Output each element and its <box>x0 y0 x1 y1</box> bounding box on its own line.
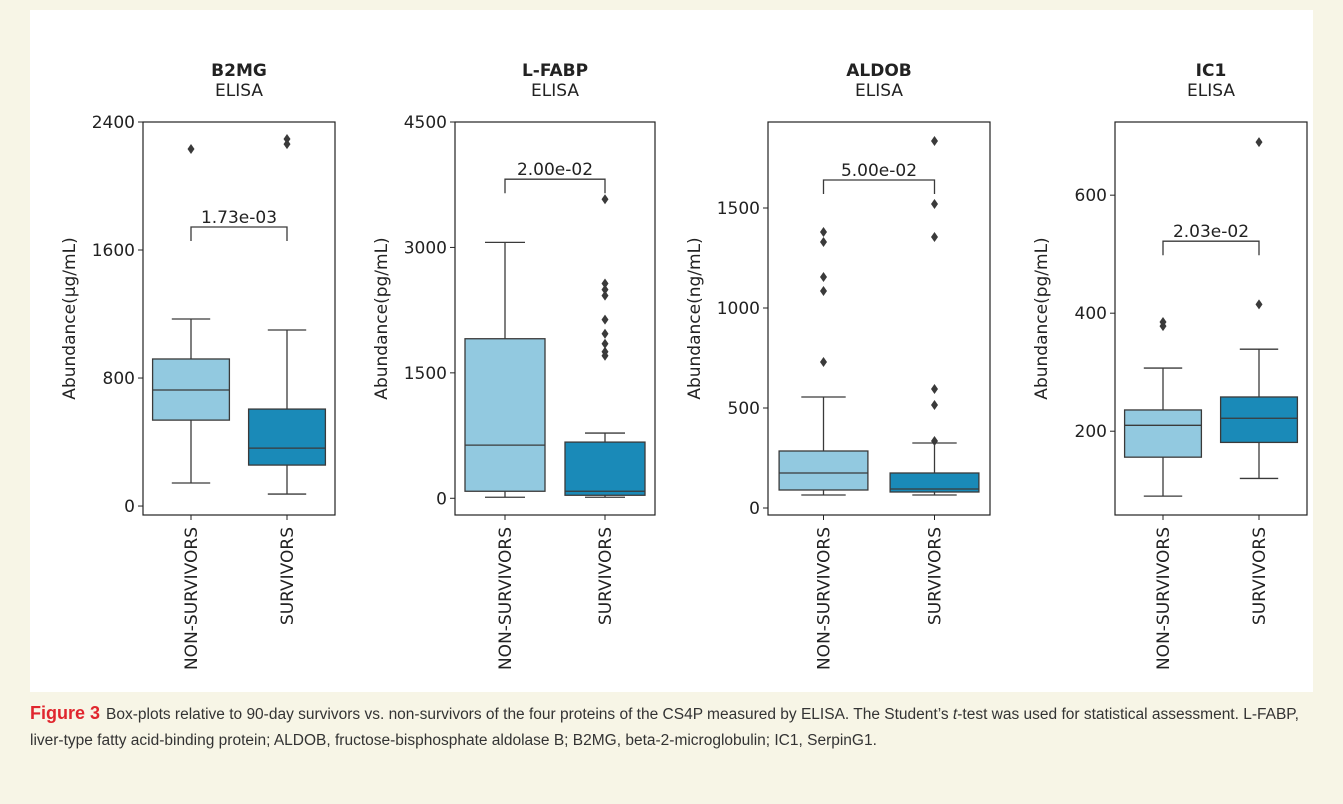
significance-bracket <box>1162 240 1260 256</box>
outlier <box>931 384 938 394</box>
caption: Figure 3 Box-plots relative to 90-day sur… <box>30 700 1320 754</box>
y-tick-label: 1500 <box>404 364 447 384</box>
plot-frame <box>454 121 656 516</box>
y-axis-label: Abundance(pg/mL) <box>1032 237 1052 399</box>
x-tick-label: SURVIVORS <box>926 527 946 625</box>
outlier <box>601 314 609 325</box>
outlier <box>931 136 938 146</box>
plot-frame <box>1114 121 1308 516</box>
panel-subtitle: ELISA <box>531 81 579 101</box>
y-tick-label: 1000 <box>717 299 760 319</box>
panel-title: ALDOB <box>846 61 912 81</box>
caption-text: -test was used for statistical assessmen… <box>30 706 1299 749</box>
y-tick-label: 800 <box>103 369 135 389</box>
box <box>247 408 327 466</box>
caption-label: Figure 3 <box>30 703 101 723</box>
x-tick-label: SURVIVORS <box>596 527 616 625</box>
caption-text: Box-plots relative to 90-day survivors v… <box>106 706 953 723</box>
y-tick-label: 400 <box>1075 304 1107 324</box>
figure: B2MG ELISA Abundance(µg/mL) 0 800 1600 2400 NON… <box>30 10 1313 692</box>
y-tick-label: 1600 <box>92 241 135 261</box>
outlier <box>601 284 609 295</box>
outlier <box>1255 137 1263 148</box>
y-tick-label: 0 <box>124 497 135 517</box>
outlier <box>1255 299 1263 310</box>
x-tick-label: NON-SURVIVORS <box>815 527 835 670</box>
y-tick-label: 4500 <box>404 113 447 133</box>
x-tick-label: NON-SURVIVORS <box>496 527 516 670</box>
box <box>464 338 546 492</box>
y-axis-label: Abundance(µg/mL) <box>60 237 80 399</box>
outlier <box>931 232 938 242</box>
x-tick-label: SURVIVORS <box>1250 527 1270 625</box>
outlier <box>931 436 938 446</box>
y-tick-label: 200 <box>1075 422 1107 442</box>
outlier <box>601 290 609 301</box>
outlier <box>601 194 609 205</box>
y-axis-label: Abundance(pg/mL) <box>372 237 392 399</box>
box <box>778 450 869 491</box>
outlier <box>601 338 609 349</box>
p-value: 2.00e-02 <box>517 160 593 180</box>
panel-title: B2MG <box>211 61 267 81</box>
outlier <box>601 278 609 289</box>
outlier <box>820 272 827 282</box>
outlier <box>1159 321 1167 332</box>
box <box>889 472 980 493</box>
panel-subtitle: ELISA <box>1187 81 1235 101</box>
panel-subtitle: ELISA <box>215 81 263 101</box>
y-tick-label: 2400 <box>92 113 135 133</box>
outlier <box>820 357 827 367</box>
significance-bracket <box>504 178 606 194</box>
plot-frame <box>142 121 336 516</box>
outlier <box>820 227 827 237</box>
outlier <box>601 350 609 361</box>
outlier <box>283 139 291 150</box>
significance-bracket <box>190 226 288 241</box>
y-tick-label: 0 <box>749 499 760 519</box>
x-tick-label: SURVIVORS <box>278 527 298 625</box>
y-axis-label: Abundance(ng/mL) <box>685 237 705 399</box>
y-tick-label: 1500 <box>717 199 760 219</box>
y-tick-label: 3000 <box>404 238 447 258</box>
chart: B2MGELISAAbundance(µg/mL)080016002400NON… <box>60 61 1308 670</box>
p-value: 1.73e-03 <box>201 208 277 228</box>
y-tick-label: 0 <box>436 489 447 509</box>
outlier <box>820 237 827 247</box>
outlier <box>283 133 291 144</box>
x-tick-label: NON-SURVIVORS <box>1154 527 1174 670</box>
panel-subtitle: ELISA <box>855 81 903 101</box>
x-tick-label: NON-SURVIVORS <box>182 527 202 670</box>
panel-title: L-FABP <box>522 61 588 81</box>
y-tick-label: 500 <box>728 399 760 419</box>
panel-title: IC1 <box>1196 61 1227 81</box>
significance-bracket <box>822 179 936 194</box>
outlier <box>601 328 609 339</box>
box <box>1123 409 1203 458</box>
caption-italic: t <box>952 706 958 723</box>
outlier <box>931 400 938 410</box>
outlier <box>931 199 938 209</box>
box <box>564 441 646 496</box>
p-value: 5.00e-02 <box>841 161 917 181</box>
p-value: 2.03e-02 <box>1173 222 1249 242</box>
plot-frame <box>767 121 991 516</box>
y-tick-label: 600 <box>1075 186 1107 206</box>
outlier <box>187 144 195 155</box>
box <box>1219 396 1299 444</box>
outlier <box>820 286 827 296</box>
